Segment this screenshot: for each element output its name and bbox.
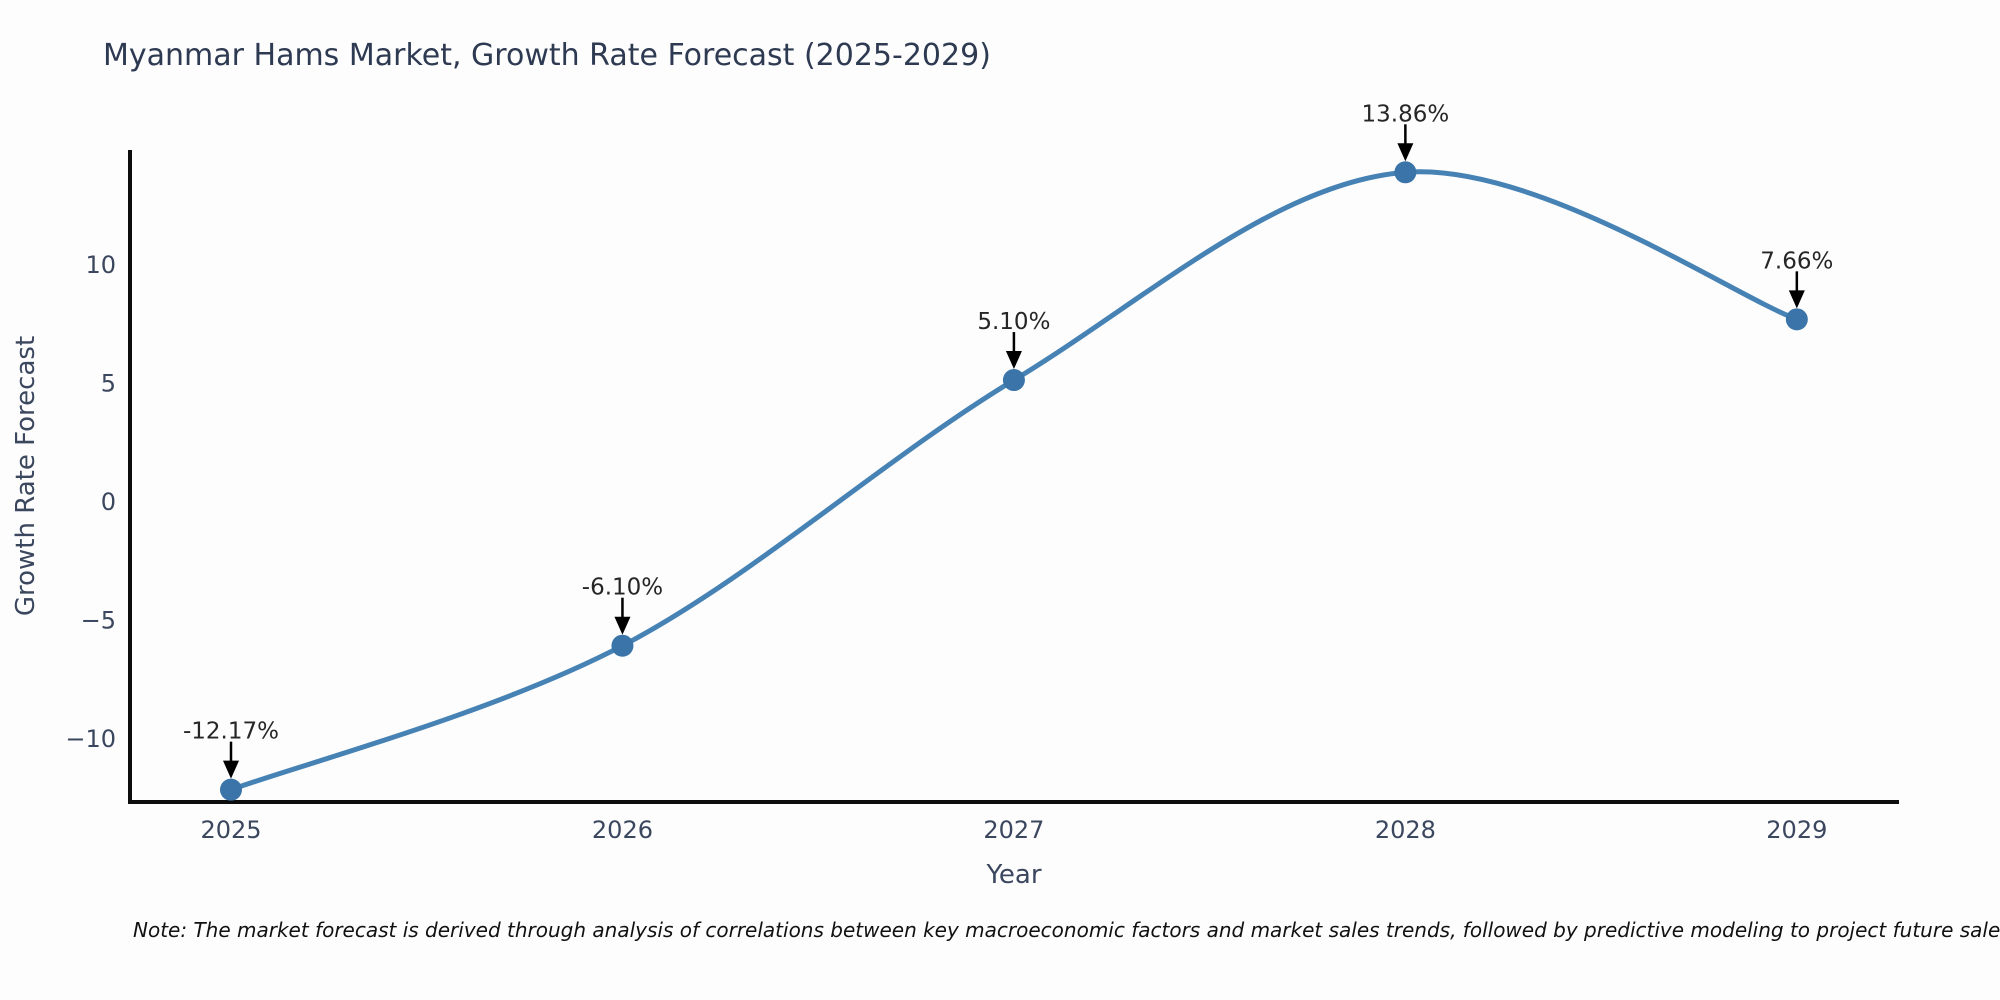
annotation-label: 7.66% [1760, 248, 1833, 274]
x-tick-label: 2025 [200, 816, 261, 844]
annotation-label: -6.10% [582, 575, 663, 601]
annotation-arrow-head [1788, 290, 1805, 309]
annotation-arrow-head [1397, 143, 1414, 162]
chart-title: Myanmar Hams Market, Growth Rate Forecas… [103, 38, 991, 73]
annotation-arrow-head [614, 616, 631, 635]
footnote: Note: The market forecast is derived thr… [133, 918, 2000, 942]
y-tick-label: 10 [85, 251, 116, 279]
y-tick-label: −5 [81, 607, 116, 635]
y-tick-label: 0 [101, 488, 116, 516]
annotation-label: 13.86% [1362, 101, 1450, 127]
y-tick-label: −10 [65, 725, 116, 753]
data-point-2025 [219, 778, 242, 801]
x-tick-label: 2028 [1375, 816, 1436, 844]
data-point-2027 [1002, 369, 1025, 392]
x-axis-title: Year [986, 860, 1042, 890]
forecast-line [228, 169, 1800, 793]
annotation-arrow-head [1005, 351, 1022, 370]
annotation-arrow-head [222, 760, 239, 779]
data-point-2029 [1785, 308, 1808, 331]
y-tick-label: 5 [101, 369, 116, 397]
annotation-label: 5.10% [977, 309, 1050, 335]
annotation-label: -12.17% [183, 719, 279, 745]
x-tick-label: 2029 [1766, 816, 1827, 844]
data-point-2028 [1394, 161, 1417, 184]
data-point-2026 [611, 634, 634, 657]
x-tick-label: 2026 [592, 816, 653, 844]
x-tick-label: 2027 [983, 816, 1044, 844]
